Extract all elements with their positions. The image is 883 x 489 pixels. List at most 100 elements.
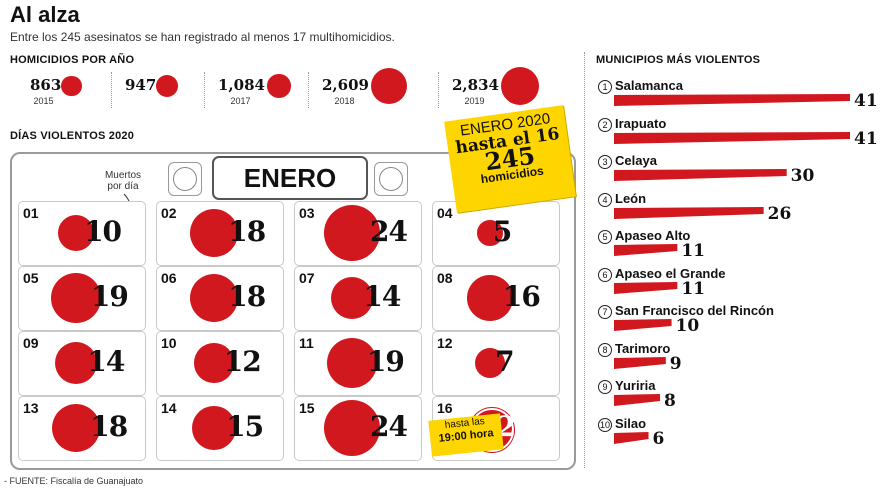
day-number: 08: [437, 270, 453, 286]
year-value: 947: [125, 76, 157, 94]
day-bubble: [474, 347, 506, 379]
last-day-note: hasta las 19:00 hora: [428, 413, 504, 457]
day-value: 14: [363, 280, 401, 313]
municipality-bar: [614, 206, 764, 219]
day-bubble: [324, 400, 380, 456]
total-badge: ENERO 2020 hasta el 16 245 homicidios: [444, 105, 576, 213]
year-separator: [308, 72, 309, 108]
year-separator: [438, 72, 439, 108]
municipality-bar: [614, 244, 678, 256]
day-value: 18: [90, 410, 128, 443]
bolt-icon: [379, 167, 403, 191]
page-title: Al alza: [10, 2, 80, 27]
deaths-per-day-note-text: Muertos por día: [104, 170, 142, 192]
day-bubble: [324, 205, 380, 261]
municipality-value: 41: [854, 128, 878, 149]
municipality-bar: [614, 394, 661, 406]
rank-number: 8: [598, 342, 612, 357]
municipality-bar: [614, 281, 678, 294]
source-note: - FUENTE: Fiscalía de Guanajuato: [4, 476, 144, 486]
day-number: 03: [299, 205, 315, 221]
column-divider: [584, 52, 585, 468]
day-bubble: [189, 208, 239, 258]
municipality-value: 9: [669, 353, 682, 374]
day-bubble: [51, 273, 101, 323]
year-value: 863: [30, 76, 62, 94]
municipality-name: Irapuato: [615, 115, 667, 131]
bolt-icon: [173, 167, 197, 191]
year-bubble: [501, 67, 539, 105]
day-number: 01: [23, 205, 39, 221]
year-bubble: [156, 75, 178, 97]
municipality-value: 10: [675, 316, 700, 336]
municipality-bar: [614, 94, 850, 106]
year-separator: [111, 72, 112, 108]
day-number: 04: [437, 205, 453, 221]
municipality-bar: [614, 319, 672, 331]
day-bubble: [330, 276, 374, 320]
municipality-name: Apaseo el Grande: [615, 265, 726, 281]
day-cell: [18, 201, 146, 266]
section-title-municipalities: MUNICIPIOS MÁS VIOLENTOS: [596, 54, 761, 66]
day-value: 16: [502, 280, 541, 313]
day-bubble: [327, 338, 377, 388]
calendar-month: ENERO: [212, 156, 368, 200]
municipality-name: San Francisco del Rincón: [615, 303, 774, 318]
day-number: 15: [299, 400, 315, 416]
day-number: 13: [23, 400, 39, 416]
rank-number: 5: [598, 230, 612, 244]
municipality-name: Celaya: [615, 153, 657, 168]
day-value: 18: [228, 215, 266, 248]
municipality-bar: [614, 431, 649, 444]
day-bubble: [194, 343, 234, 383]
day-value: 10: [84, 215, 122, 248]
day-number: 12: [437, 335, 453, 351]
section-title-by-year: HOMICIDIOS POR AÑO: [10, 54, 135, 66]
day-bubble: [57, 214, 95, 252]
rank-number: 2: [598, 117, 612, 132]
municipality-value: 26: [767, 203, 792, 224]
section-title-violent-days: DÍAS VIOLENTOS 2020: [10, 130, 135, 142]
day-number: 02: [161, 205, 177, 221]
page-subtitle: Entre los 245 asesinatos se han registra…: [10, 30, 395, 44]
rank-number: 3: [598, 155, 612, 169]
municipality-value: 30: [790, 166, 815, 186]
year-label: 2018: [334, 96, 355, 106]
year-label: 2015: [33, 96, 54, 106]
rank-number: 1: [598, 80, 612, 94]
day-bubble: [191, 405, 237, 451]
day-value: 14: [87, 345, 125, 378]
day-number: 16: [437, 400, 453, 416]
rank-number: 7: [598, 305, 612, 319]
rank-number: 4: [598, 192, 612, 207]
rank-number: 6: [598, 267, 612, 282]
municipality-value: 8: [664, 391, 676, 411]
year-value: 2,609: [322, 76, 369, 94]
municipality-name: Tarimoro: [615, 340, 671, 356]
year-value: 1,084: [218, 76, 265, 94]
year-bubble: [61, 75, 82, 97]
day-value: 15: [226, 410, 264, 443]
day-number: 09: [23, 335, 39, 351]
day-number: 14: [161, 400, 177, 416]
day-number: 10: [161, 335, 177, 351]
deaths-per-day-note: Muertos por día: [100, 170, 146, 192]
day-number: 11: [299, 335, 314, 351]
year-label: 2017: [230, 96, 251, 106]
day-bubble: [467, 275, 513, 321]
day-bubble: [189, 273, 239, 323]
day-value: 5: [492, 215, 513, 248]
year-bubble: [371, 67, 408, 105]
day-value: 18: [228, 280, 266, 313]
municipality-value: 11: [681, 278, 705, 299]
day-bubble: [51, 403, 101, 453]
municipality-bar: [614, 131, 850, 144]
municipality-name: Apaseo Alto: [615, 228, 691, 243]
municipality-name: Silao: [615, 415, 647, 431]
municipality-bar: [614, 169, 787, 181]
day-bubble: [54, 341, 98, 385]
municipality-bar: [614, 356, 666, 369]
day-value: 12: [223, 345, 262, 378]
municipality-value: 11: [681, 241, 705, 261]
municipality-name: Yuriria: [615, 378, 656, 393]
